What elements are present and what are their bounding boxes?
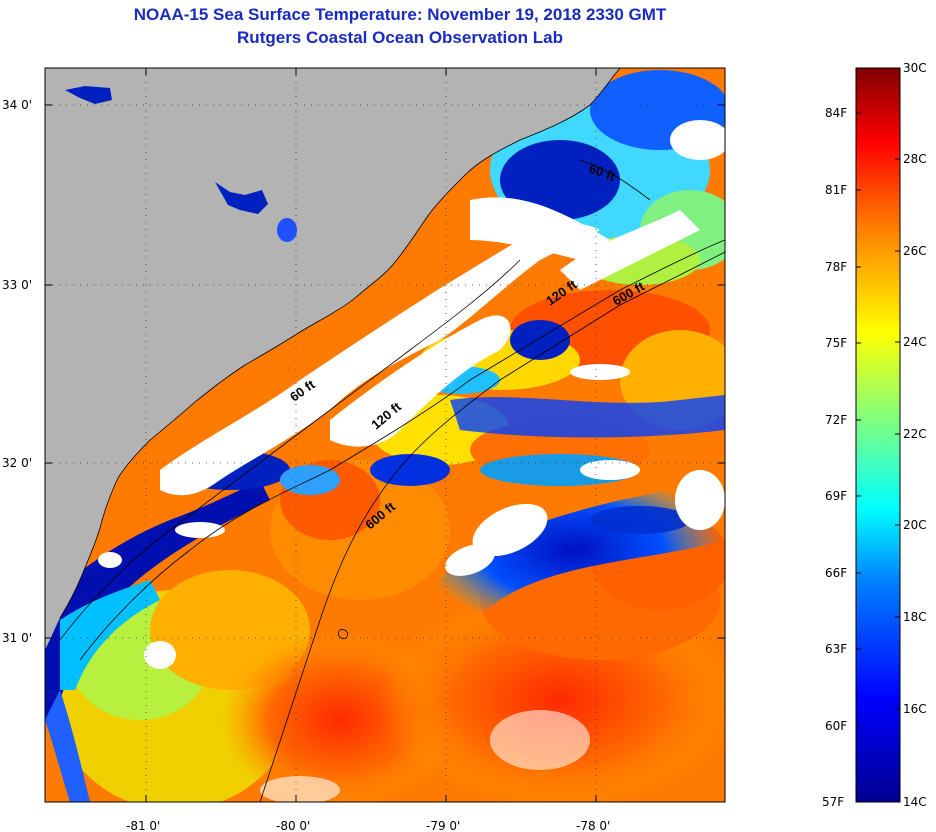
celsius-label: 26C <box>903 244 927 258</box>
lon-tick-label: -80 0' <box>276 819 310 832</box>
lat-tick-label: 34 0' <box>2 98 32 112</box>
fahrenheit-label: 63F <box>825 642 847 656</box>
fahrenheit-label: 75F <box>825 336 847 350</box>
celsius-label: 28C <box>903 152 927 166</box>
fahrenheit-label: 84F <box>825 106 847 120</box>
colorbar-celsius-labels: 30C 28C 26C 24C 22C 20C 18C 16C 14C <box>903 61 927 809</box>
axis-ticks <box>45 68 725 802</box>
colorbar-gradient <box>855 67 901 803</box>
lat-tick-label: 33 0' <box>2 278 32 292</box>
celsius-label: 16C <box>903 702 927 716</box>
celsius-label: 20C <box>903 518 927 532</box>
inland-lake <box>65 86 112 104</box>
isobath-60ft <box>59 259 521 641</box>
celsius-label: 22C <box>903 427 927 441</box>
lon-tick-label: -81 0' <box>126 819 160 832</box>
colorbar-fahrenheit-labels: 84F 81F 78F 75F 72F 69F 66F 63F 60F 57F <box>822 106 847 809</box>
celsius-label: 24C <box>903 335 927 349</box>
colorbar-celsius-ticks <box>895 67 900 803</box>
isobath-120ft <box>79 239 725 661</box>
celsius-label: 30C <box>903 61 927 75</box>
axis-labels: -81 0' -80 0' -79 0' -78 0' 34 0' 33 0' … <box>2 98 610 832</box>
colorbar-fahrenheit-ticks <box>856 112 861 803</box>
land-mass <box>45 68 620 650</box>
map-subtitle: Rutgers Coastal Ocean Observation Lab <box>237 28 563 47</box>
inland-lake <box>277 218 297 242</box>
celsius-label: 18C <box>903 610 927 624</box>
fahrenheit-label: 69F <box>825 489 847 503</box>
map-title: NOAA-15 Sea Surface Temperature: Novembe… <box>133 5 667 24</box>
fahrenheit-label: 72F <box>825 413 847 427</box>
fahrenheit-label: 60F <box>825 719 847 733</box>
fahrenheit-label: 57F <box>822 795 844 809</box>
lon-tick-label: -79 0' <box>426 819 460 832</box>
coastline <box>59 68 621 619</box>
fahrenheit-label: 78F <box>825 260 847 274</box>
isobaths <box>59 159 725 802</box>
map-frame <box>44 67 726 803</box>
lon-tick-label: -78 0' <box>576 819 610 832</box>
cloud-mask <box>98 120 725 802</box>
celsius-label: 14C <box>903 795 927 809</box>
fahrenheit-label: 66F <box>825 566 847 580</box>
isobath-60ft-ne <box>579 159 651 201</box>
inland-lake <box>215 182 268 214</box>
isobath-600ft <box>259 251 725 802</box>
lat-tick-label: 32 0' <box>2 456 32 470</box>
lat-tick-label: 31 0' <box>2 631 32 645</box>
fahrenheit-label: 81F <box>825 183 847 197</box>
